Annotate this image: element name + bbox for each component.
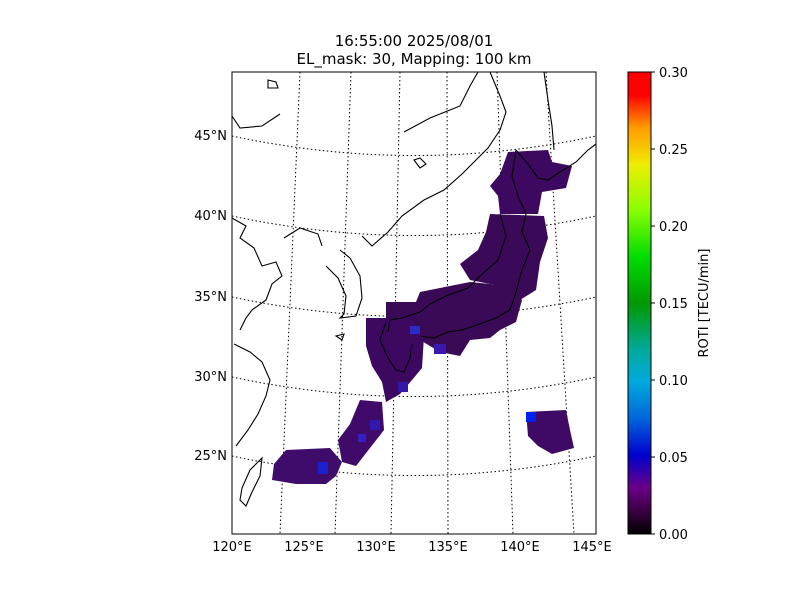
roti-high-ogasawara <box>526 412 536 422</box>
lon-tick-labels: 120°E 125°E 130°E 135°E 140°E 145°E <box>212 540 612 555</box>
lon-tick-120: 120°E <box>212 540 252 555</box>
roti-patch-sakishima <box>272 448 342 484</box>
cb-tick-005: 0.05 <box>659 451 688 466</box>
roti-patch-nansei <box>338 400 384 466</box>
coast-japan <box>403 72 479 133</box>
lat-tick-25: 25°N <box>194 449 227 464</box>
lon-tick-135: 135°E <box>428 540 468 555</box>
lat-tick-45: 45°N <box>194 129 227 144</box>
cb-tick-015: 0.15 <box>659 297 688 312</box>
cb-tick-025: 0.25 <box>659 143 688 158</box>
lon-tick-130: 130°E <box>356 540 396 555</box>
roti-patch-ogasawara <box>526 410 574 454</box>
roti-patch-hokkaido <box>490 150 572 214</box>
coast-honshu <box>387 213 507 333</box>
cb-tick-030: 0.30 <box>659 66 688 81</box>
coast-kyushu <box>379 321 413 373</box>
roti-high-okinawa <box>318 462 328 474</box>
map-frame <box>231 71 597 535</box>
lon-tick-125: 125°E <box>284 540 324 555</box>
colorbar-label: ROTI [TECU/min] <box>697 249 712 358</box>
coast-taiwan <box>239 456 263 507</box>
colorbar: 0.30 0.25 0.20 0.15 0.10 0.05 0.00 ROTI … <box>627 66 712 543</box>
coast-korea <box>325 249 363 319</box>
coast-hokkaido <box>515 143 596 181</box>
coast-china <box>232 217 283 331</box>
cb-tick-020: 0.20 <box>659 220 688 235</box>
lat-tick-35: 35°N <box>194 290 227 305</box>
cb-tick-010: 0.10 <box>659 374 688 389</box>
lat-tick-labels: 45°N 40°N 35°N 30°N 25°N <box>194 129 227 464</box>
roti-high-nansei <box>358 434 366 442</box>
lon-tick-145: 145°E <box>572 540 612 555</box>
lat-tick-30: 30°N <box>194 370 227 385</box>
lat-tick-40: 40°N <box>194 209 227 224</box>
lon-tick-140: 140°E <box>500 540 540 555</box>
cb-tick-000: 0.00 <box>659 528 688 543</box>
colorbar-gradient <box>627 71 652 535</box>
roti-patch-tohoku <box>460 214 548 300</box>
roti-data-layer <box>272 150 574 484</box>
map-title-params: EL_mask: 30, Mapping: 100 km <box>296 50 532 68</box>
map-title-time: 16:55:00 2025/08/01 <box>334 32 494 50</box>
coastlines <box>232 72 596 507</box>
